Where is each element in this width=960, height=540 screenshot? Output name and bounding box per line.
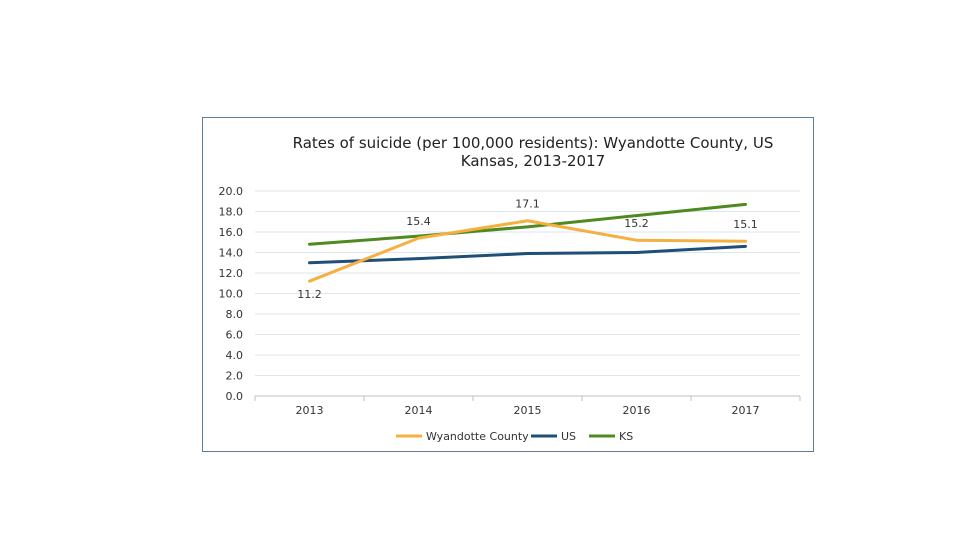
y-tick-label: 10.0	[219, 288, 244, 301]
x-tick-label: 2013	[296, 404, 324, 417]
y-tick-label: 14.0	[219, 247, 244, 260]
line-chart: Rates of suicide (per 100,000 residents)…	[219, 134, 801, 443]
data-label: 17.1	[515, 198, 540, 211]
legend-label-wyandotte-county: Wyandotte County	[426, 430, 529, 443]
x-tick-label: 2016	[623, 404, 651, 417]
chart-title-line-1: Rates of suicide (per 100,000 residents)…	[293, 134, 774, 152]
y-tick-label: 2.0	[226, 370, 244, 383]
legend-label-us: US	[561, 430, 576, 443]
chart-frame: Rates of suicide (per 100,000 residents)…	[202, 117, 814, 452]
y-tick-label: 16.0	[219, 226, 244, 239]
series-line-ks	[308, 202, 747, 246]
x-tick-label: 2017	[732, 404, 760, 417]
x-tick-label: 2015	[514, 404, 542, 417]
data-label: 15.4	[406, 215, 431, 228]
y-tick-label: 0.0	[226, 390, 244, 403]
data-label: 15.2	[624, 217, 649, 230]
y-tick-label: 4.0	[226, 349, 244, 362]
y-tick-label: 6.0	[226, 329, 244, 342]
y-tick-label: 20.0	[219, 185, 244, 198]
y-tick-label: 18.0	[219, 206, 244, 219]
series-line-us	[308, 244, 747, 265]
y-tick-label: 8.0	[226, 308, 244, 321]
data-label: 11.2	[297, 288, 322, 301]
chart-title-line-2: Kansas, 2013-2017	[461, 152, 605, 170]
data-label: 15.1	[733, 218, 758, 231]
series-line-wyandotte-county	[308, 219, 747, 283]
y-tick-label: 12.0	[219, 267, 244, 280]
x-tick-label: 2014	[405, 404, 433, 417]
legend-label-ks: KS	[619, 430, 633, 443]
